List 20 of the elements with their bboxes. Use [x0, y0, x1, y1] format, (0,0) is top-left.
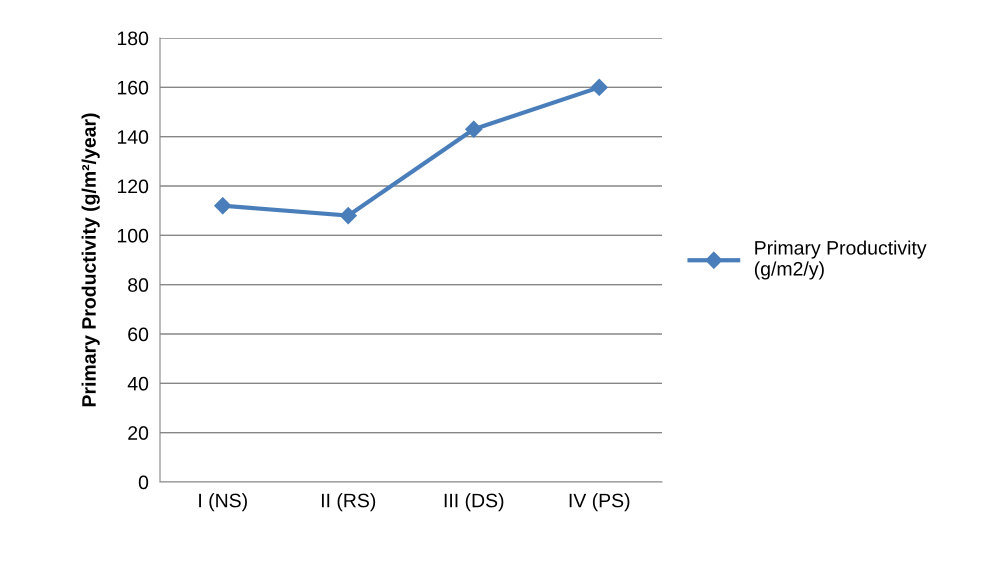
legend-label: Primary Productivity (g/m2/y) — [754, 240, 927, 280]
point — [465, 120, 482, 138]
y-tick-label: 80 — [128, 278, 148, 292]
y-tick-label: 100 — [118, 228, 148, 243]
y-tick-label: 160 — [118, 80, 148, 95]
y-axis-title: Primary Productivity (g/m²/year) — [82, 113, 100, 406]
y-tick-label: 180 — [118, 31, 148, 46]
x-tick-label: IV (PS) — [570, 493, 630, 512]
y-tick-label: 40 — [128, 376, 148, 391]
point — [340, 207, 357, 224]
point — [214, 197, 232, 214]
y-tick-label: 20 — [128, 426, 148, 440]
x-tick-label: II (RS) — [322, 493, 376, 512]
point — [590, 78, 608, 96]
y-tick-label: 140 — [118, 130, 148, 144]
y-tick-label: 120 — [118, 179, 148, 194]
x-tick-label: III (DS) — [444, 493, 504, 512]
y-tick-label: 0 — [138, 475, 148, 490]
y-tick-label: 60 — [128, 327, 148, 342]
x-tick-label: I (NS) — [199, 493, 247, 512]
